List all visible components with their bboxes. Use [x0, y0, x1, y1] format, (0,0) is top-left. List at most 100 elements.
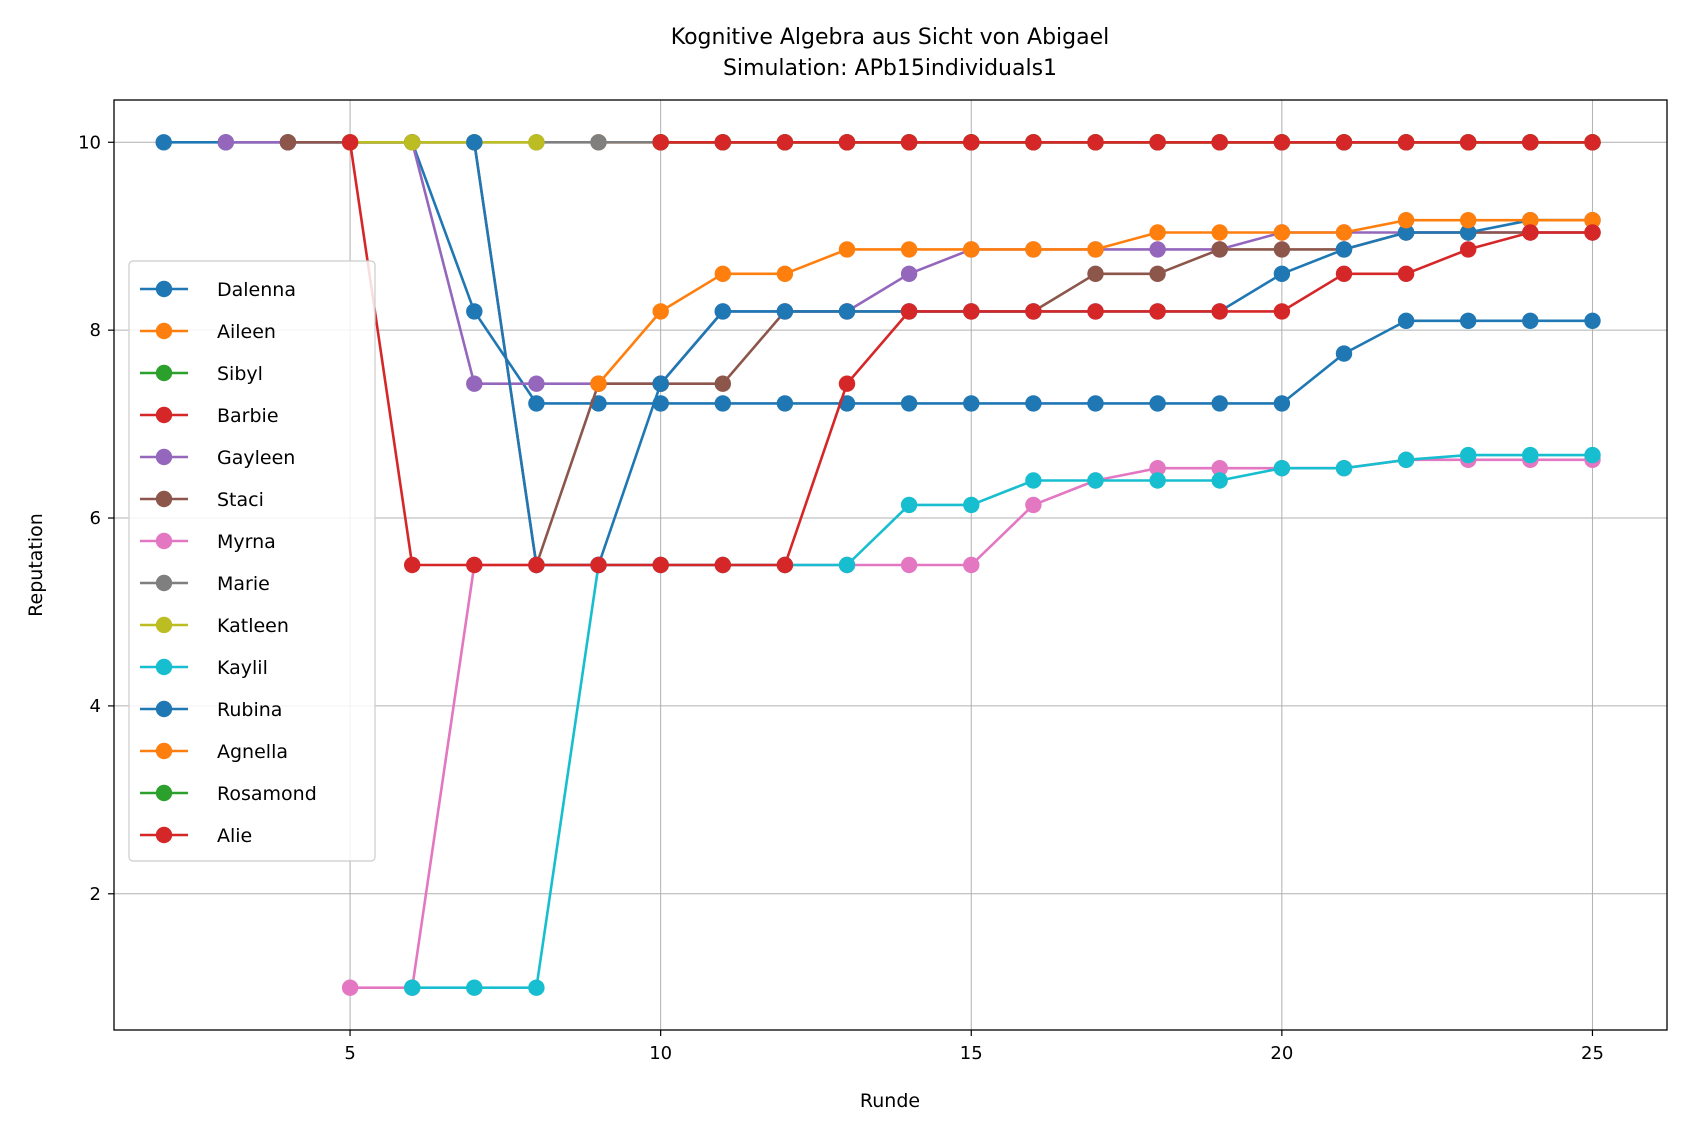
- legend-label: Alie: [217, 825, 252, 847]
- legend-marker: [155, 574, 173, 592]
- plot-frame: [113, 99, 1668, 1031]
- legend-label: Marie: [217, 573, 270, 595]
- data-point: [1397, 265, 1415, 282]
- data-point: [1584, 134, 1601, 151]
- legend-marker: [155, 490, 173, 508]
- data-point: [963, 303, 980, 320]
- series-alie: [652, 134, 1601, 151]
- data-point: [1087, 395, 1104, 412]
- data-point: [1149, 395, 1166, 412]
- data-point: [1211, 395, 1228, 412]
- data-point: [1273, 224, 1291, 241]
- legend-item: Kaylil: [140, 657, 268, 679]
- data-point: [1584, 224, 1601, 241]
- data-point: [963, 556, 980, 574]
- legend-item: Sibyl: [140, 363, 263, 385]
- data-point: [963, 395, 980, 412]
- data-point: [1273, 303, 1291, 320]
- legend-item: Aileen: [140, 321, 276, 343]
- data-point: [838, 375, 856, 392]
- data-point: [900, 303, 918, 320]
- data-point: [1460, 134, 1477, 151]
- legend-marker: [155, 826, 173, 844]
- legend-label: Katleen: [217, 615, 289, 637]
- data-point: [1211, 303, 1228, 320]
- legend-label: Rubina: [217, 699, 282, 721]
- data-point: [1460, 312, 1477, 329]
- legend-label: Agnella: [217, 741, 288, 763]
- data-point: [1273, 134, 1291, 151]
- y-tick-label: 6: [90, 508, 101, 529]
- data-point: [776, 556, 794, 574]
- data-point: [1335, 224, 1353, 241]
- data-point: [900, 265, 918, 282]
- data-point: [1460, 212, 1477, 229]
- legend-item: Katleen: [140, 615, 289, 637]
- data-point: [404, 979, 421, 996]
- legend-marker: [155, 742, 173, 760]
- data-point: [404, 556, 421, 574]
- data-point: [528, 395, 545, 412]
- data-point: [714, 303, 731, 320]
- data-point: [900, 241, 918, 258]
- x-tick-label: 15: [960, 1043, 983, 1064]
- data-point: [1522, 224, 1539, 241]
- legend-marker: [155, 406, 173, 424]
- legend-item: Staci: [140, 489, 264, 511]
- data-point: [714, 556, 731, 574]
- data-point: [1087, 265, 1104, 282]
- data-point: [1087, 134, 1104, 151]
- data-point: [838, 241, 856, 258]
- data-point: [1273, 460, 1291, 477]
- data-point: [652, 303, 669, 320]
- data-point: [714, 375, 731, 392]
- data-point: [652, 375, 669, 392]
- data-point: [466, 134, 483, 151]
- data-point: [1397, 312, 1415, 329]
- legend-marker: [155, 280, 173, 298]
- data-point: [1025, 134, 1042, 151]
- data-point: [776, 134, 794, 151]
- data-point: [776, 303, 794, 320]
- legend-marker: [155, 700, 173, 718]
- y-tick-label: 8: [90, 320, 101, 341]
- data-point: [776, 265, 794, 282]
- data-point: [528, 375, 545, 392]
- data-point: [279, 134, 297, 151]
- data-point: [1335, 345, 1353, 362]
- data-point: [404, 134, 421, 151]
- data-point: [1460, 446, 1477, 464]
- data-point: [341, 134, 359, 151]
- data-point: [1087, 241, 1104, 258]
- data-point: [1211, 134, 1228, 151]
- data-point: [1397, 451, 1415, 468]
- x-tick-label: 20: [1270, 1043, 1293, 1064]
- data-point: [1149, 224, 1166, 241]
- data-point: [155, 134, 172, 151]
- data-point: [776, 395, 794, 412]
- legend-label: Staci: [217, 489, 264, 511]
- legend-marker: [155, 532, 173, 550]
- y-tick-label: 4: [90, 696, 101, 717]
- data-point: [466, 979, 483, 996]
- data-point: [714, 265, 731, 282]
- legend-label: Dalenna: [217, 279, 296, 301]
- data-point: [1584, 446, 1601, 464]
- data-point: [1211, 241, 1228, 258]
- y-tick-label: 2: [90, 884, 101, 905]
- legend-item: Rosamond: [140, 783, 317, 805]
- legend-label: Kaylil: [217, 657, 268, 679]
- legend-marker: [155, 616, 173, 634]
- legend-item: Dalenna: [140, 279, 296, 301]
- legend-item: Alie: [140, 825, 252, 847]
- data-point: [1460, 224, 1477, 241]
- axis-ticks: 5 10 15 20 25 2 4 6 8 10: [78, 132, 1604, 1064]
- data-point: [1087, 303, 1104, 320]
- data-point: [1397, 212, 1415, 229]
- x-tick-label: 10: [649, 1043, 672, 1064]
- data-point: [1397, 224, 1415, 241]
- series-lines: [155, 134, 1601, 996]
- data-point: [590, 556, 607, 574]
- legend-marker: [155, 784, 173, 802]
